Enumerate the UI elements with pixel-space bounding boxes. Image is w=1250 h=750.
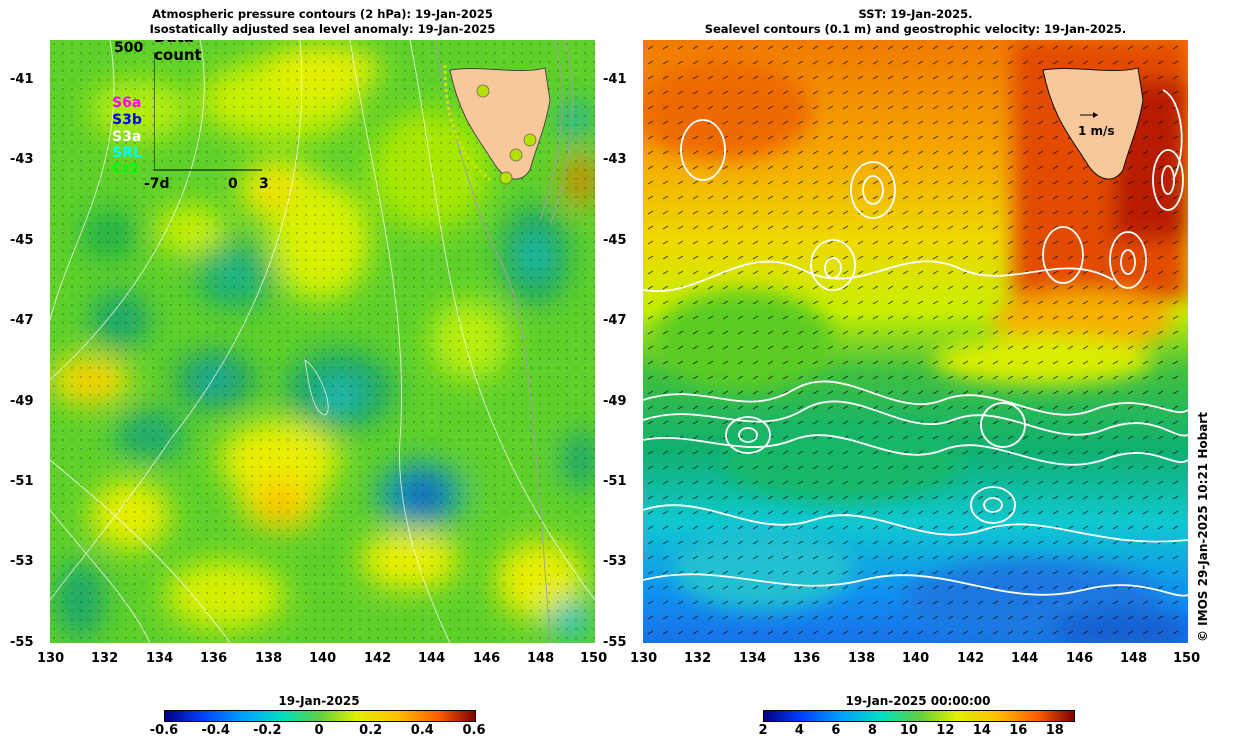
right-xtick: 132 bbox=[684, 651, 712, 666]
left-xtick: 148 bbox=[527, 651, 555, 666]
legend-s6a: S6a bbox=[112, 95, 142, 111]
data-count-inset: Data count 500 S6a S3b S3a SRL Cr2 -7d 0… bbox=[100, 40, 269, 192]
pressure-contours bbox=[50, 40, 595, 643]
sea-level-contours bbox=[643, 89, 1188, 597]
left-colorbar-tick: -0.2 bbox=[253, 723, 282, 738]
right-xtick: 150 bbox=[1173, 651, 1201, 666]
right-ytick: -43 bbox=[603, 152, 627, 167]
left-xtick: 150 bbox=[580, 651, 608, 666]
right-xtick: 142 bbox=[957, 651, 985, 666]
right-title-line1: SST: 19-Jan-2025. bbox=[858, 7, 973, 21]
right-xtick: 144 bbox=[1011, 651, 1039, 666]
right-ytick: -51 bbox=[603, 474, 627, 489]
left-xtick: 146 bbox=[473, 651, 501, 666]
right-colorbar-tick: 18 bbox=[1045, 723, 1064, 738]
left-colorbar-ticks: -0.6 -0.4 -0.2 0 0.2 0.4 0.6 bbox=[150, 723, 486, 743]
left-xtick: 136 bbox=[200, 651, 228, 666]
inset-xlabel-start: -7d bbox=[144, 176, 170, 192]
right-xtick: 130 bbox=[630, 651, 658, 666]
left-ytick: -51 bbox=[10, 474, 34, 489]
sla-field bbox=[50, 40, 595, 643]
left-xtick: 144 bbox=[418, 651, 446, 666]
right-colorbar-tick: 2 bbox=[758, 723, 768, 738]
left-colorbar-tick: -0.6 bbox=[149, 723, 179, 738]
left-colorbar-tick: -0.4 bbox=[201, 723, 230, 738]
right-colorbar-tick: 8 bbox=[867, 723, 877, 738]
left-ytick: -47 bbox=[10, 313, 34, 328]
left-title-line2: Isostatically adjusted sea level anomaly… bbox=[149, 22, 496, 36]
right-colorbar-label: 19-Jan-2025 00:00:00 bbox=[845, 694, 991, 708]
left-xtick: 134 bbox=[146, 651, 174, 666]
inset-xlabel-end: 3 bbox=[259, 176, 269, 192]
right-colorbar-tick: 6 bbox=[831, 723, 841, 738]
right-ytick: -47 bbox=[603, 313, 627, 328]
sea-level-anomaly-map[interactable]: Data count 500 S6a S3b S3a SRL Cr2 -7d 0… bbox=[50, 40, 595, 643]
right-xtick: 134 bbox=[739, 651, 767, 666]
right-xtick: 148 bbox=[1120, 651, 1148, 666]
sst-map[interactable]: 1 m/s bbox=[643, 40, 1188, 643]
right-ytick: -55 bbox=[603, 635, 627, 650]
legend-s3a: S3a bbox=[112, 129, 142, 145]
right-ytick: -53 bbox=[603, 554, 627, 569]
right-xtick: 146 bbox=[1066, 651, 1094, 666]
left-colorbar-tick: 0.2 bbox=[359, 723, 383, 738]
left-colorbar bbox=[164, 710, 476, 722]
bathymetry-lines bbox=[434, 40, 573, 643]
left-colorbar-tick: 0.6 bbox=[462, 723, 486, 738]
right-colorbar-tick: 16 bbox=[1009, 723, 1028, 738]
right-ytick: -45 bbox=[603, 233, 627, 248]
left-ytick: -55 bbox=[10, 635, 34, 650]
left-ytick: -53 bbox=[10, 554, 34, 569]
left-xtick: 132 bbox=[91, 651, 119, 666]
right-title-line2: Sealevel contours (0.1 m) and geostrophi… bbox=[704, 22, 1127, 36]
left-xtick: 138 bbox=[255, 651, 283, 666]
left-xtick: 130 bbox=[37, 651, 65, 666]
left-ytick: -41 bbox=[10, 72, 34, 87]
imos-credit: © IMOS 29-Jan-2025 10:21 Hobart bbox=[1196, 412, 1210, 642]
left-colorbar-tick: 0 bbox=[314, 723, 324, 738]
inset-xlabel-zero: 0 bbox=[228, 176, 238, 192]
left-ytick: -49 bbox=[10, 394, 34, 409]
right-colorbar-tick: 12 bbox=[936, 723, 955, 738]
left-colorbar-tick: 0.4 bbox=[410, 723, 434, 738]
right-colorbar-tick: 4 bbox=[794, 723, 804, 738]
right-colorbar-ticks: 2 4 6 8 10 12 14 16 18 bbox=[758, 723, 1073, 743]
inset-max-label: 500 bbox=[114, 40, 144, 56]
left-title-line1: Atmospheric pressure contours (2 hPa): 1… bbox=[152, 7, 493, 21]
right-xtick: 140 bbox=[902, 651, 930, 666]
tasmania-landmass bbox=[443, 64, 551, 185]
right-colorbar bbox=[763, 710, 1075, 722]
left-colorbar-label: 19-Jan-2025 bbox=[278, 694, 360, 708]
left-ytick: -45 bbox=[10, 233, 34, 248]
sst-field bbox=[643, 40, 1188, 643]
right-ytick: -49 bbox=[603, 394, 627, 409]
right-colorbar-tick: 10 bbox=[899, 723, 918, 738]
right-xtick: 138 bbox=[848, 651, 876, 666]
tasmania-landmass bbox=[1042, 67, 1144, 180]
legend-srl: SRL bbox=[112, 145, 142, 161]
right-colorbar-tick: 14 bbox=[972, 723, 991, 738]
velocity-key-label: 1 m/s bbox=[1078, 124, 1115, 138]
left-xtick: 142 bbox=[364, 651, 392, 666]
right-ytick: -41 bbox=[603, 72, 627, 87]
inset-title: Data count bbox=[154, 40, 202, 64]
inset-stacked-bars bbox=[154, 52, 262, 171]
left-xtick: 140 bbox=[309, 651, 337, 666]
legend-s3b: S3b bbox=[112, 112, 142, 128]
legend-cr2: Cr2 bbox=[112, 161, 139, 177]
right-xtick: 136 bbox=[793, 651, 821, 666]
left-ytick: -43 bbox=[10, 152, 34, 167]
